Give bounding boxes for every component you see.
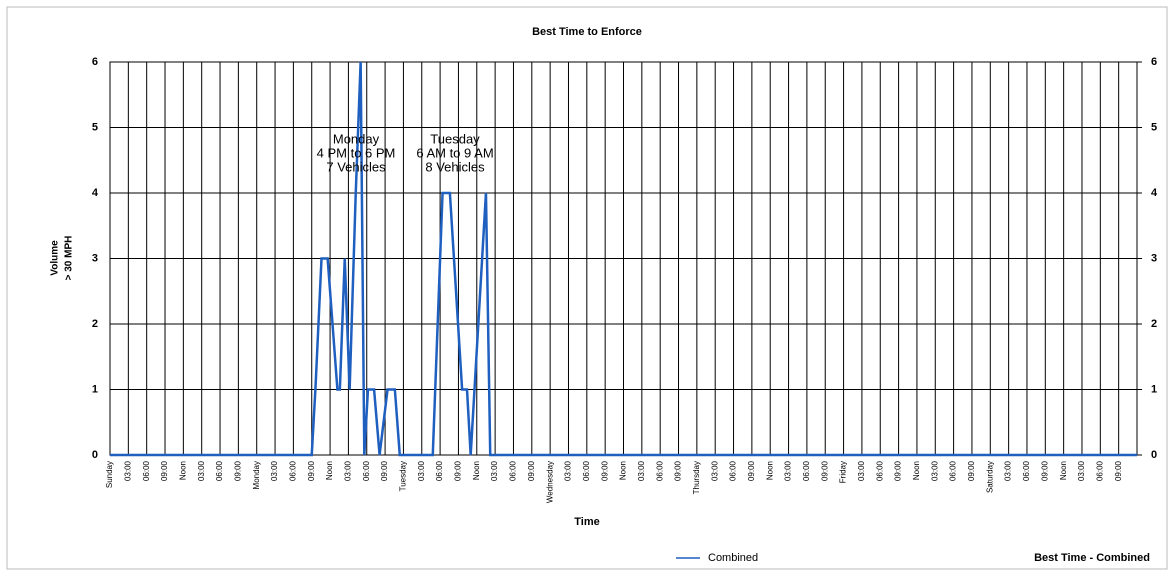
x-tick-label: 09:00 [307, 460, 316, 481]
annotation: Tuesday [430, 131, 480, 146]
x-tick-label: 09:00 [967, 460, 976, 481]
y-tick-label: 1 [92, 383, 98, 395]
chart-title: Best Time to Enforce [532, 26, 642, 38]
x-tick-label: 03:00 [637, 460, 646, 481]
x-tick-label: Sunday [105, 461, 114, 488]
x-tick-label: 06:00 [435, 460, 444, 481]
x-tick-label: 03:00 [1004, 460, 1013, 481]
y-tick-label: 5 [92, 121, 98, 133]
x-tick-label: 09:00 [894, 460, 903, 481]
x-tick-label: Noon [325, 461, 334, 480]
x-tick-label: 09:00 [600, 460, 609, 481]
y2-tick-label: 1 [1151, 383, 1157, 395]
x-tick-label: Monday [252, 461, 261, 489]
annotation: Monday [333, 131, 380, 146]
x-tick-label: 03:00 [490, 460, 499, 481]
y2-tick-label: 5 [1151, 121, 1157, 133]
x-axis-label: Time [574, 516, 599, 528]
x-tick-label: 06:00 [655, 460, 664, 481]
y2-tick-label: 0 [1151, 449, 1157, 461]
x-tick-label: 06:00 [875, 460, 884, 481]
x-tick-label: 09:00 [527, 460, 536, 481]
y2-tick-label: 2 [1151, 318, 1157, 330]
x-tick-label: 09:00 [454, 460, 463, 481]
x-tick-label: 09:00 [747, 460, 756, 481]
x-tick-label: 03:00 [344, 460, 353, 481]
frame [6, 6, 1168, 570]
x-tick-label: 09:00 [233, 460, 242, 481]
x-tick-label: Noon [1059, 461, 1068, 480]
x-tick-label: 06:00 [215, 460, 224, 481]
x-tick-label: 06:00 [142, 460, 151, 481]
legend-label: Combined [708, 552, 758, 564]
x-tick-label: 03:00 [123, 460, 132, 481]
x-tick-label: 03:00 [1077, 460, 1086, 481]
line-series [110, 61, 1137, 457]
x-tick-label: Saturday [985, 461, 994, 493]
x-tick-label: Noon [765, 461, 774, 480]
x-tick-label: 09:00 [674, 460, 683, 481]
annotation: 7 Vehicles [326, 159, 386, 174]
footer-label: Best Time - Combined [1034, 552, 1150, 564]
x-tick-label: 03:00 [930, 460, 939, 481]
x-tick-label: Noon [178, 461, 187, 480]
x-tick-label: Thursday [692, 461, 701, 494]
x-tick-label: 06:00 [509, 460, 518, 481]
x-tick-label: 06:00 [362, 460, 371, 481]
y-tick-label: 2 [92, 318, 98, 330]
x-tick-label: 06:00 [729, 460, 738, 481]
x-tick-label: 09:00 [1114, 460, 1123, 481]
y-tick-label: 3 [92, 252, 98, 264]
y2-tick-label: 6 [1151, 56, 1157, 68]
x-tick-label: 06:00 [1022, 460, 1031, 481]
x-tick-label: 03:00 [784, 460, 793, 481]
x-tick-label: 06:00 [949, 460, 958, 481]
x-tick-label: Wednesday [545, 461, 554, 503]
x-tick-label: Noon [619, 461, 628, 480]
x-tick-label: 03:00 [564, 460, 573, 481]
x-tick-label: 06:00 [582, 460, 591, 481]
x-tick-label: 06:00 [802, 460, 811, 481]
annotation: 8 Vehicles [425, 159, 485, 174]
annotation: 6 AM to 9 AM [416, 145, 493, 160]
x-tick-label: 09:00 [160, 460, 169, 481]
x-tick-label: 09:00 [380, 460, 389, 481]
y-axis-label-line: Volume [50, 240, 61, 276]
x-tick-label: Noon [472, 461, 481, 480]
x-tick-label: 03:00 [270, 460, 279, 481]
x-tick-label: 03:00 [710, 460, 719, 481]
x-tick-label: 03:00 [417, 460, 426, 481]
annotation: 4 PM to 6 PM [317, 145, 396, 160]
y-axis-label-line: > 30 MPH [64, 236, 75, 281]
y2-tick-label: 4 [1151, 187, 1158, 199]
y2-tick-label: 3 [1151, 252, 1157, 264]
x-tick-label: 09:00 [820, 460, 829, 481]
x-tick-label: 06:00 [1095, 460, 1104, 481]
x-tick-label: Noon [912, 461, 921, 480]
y-tick-label: 6 [92, 56, 98, 68]
y-tick-label: 0 [92, 449, 98, 461]
x-tick-label: 03:00 [857, 460, 866, 481]
x-tick-label: 09:00 [1040, 460, 1049, 481]
x-tick-label: 06:00 [289, 460, 298, 481]
x-tick-label: Friday [839, 461, 848, 483]
y-tick-label: 4 [92, 187, 99, 199]
x-tick-label: Tuesday [399, 461, 408, 491]
x-tick-label: 03:00 [197, 460, 206, 481]
y-axis-label: Volume > 30 MPH [50, 236, 75, 281]
